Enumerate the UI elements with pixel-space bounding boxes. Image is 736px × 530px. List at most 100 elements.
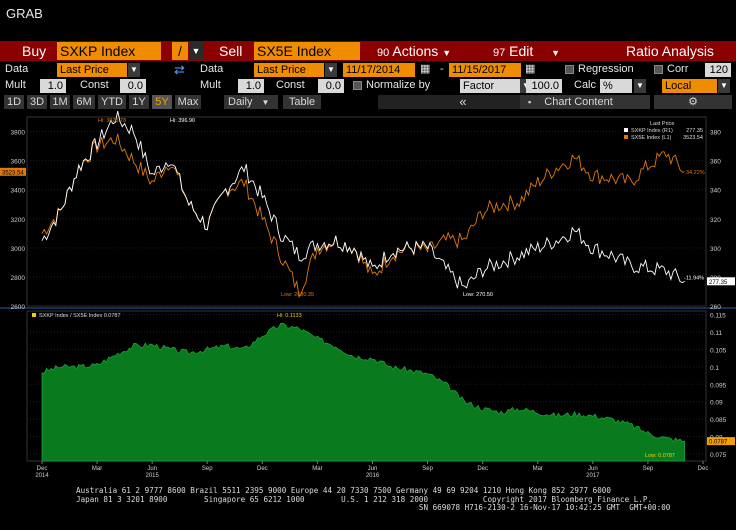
edit-menu[interactable]: 97 Edit ▼ [493,42,560,60]
left-last-value-tag [0,167,26,176]
operator-field[interactable]: / [172,42,188,60]
buy-data-dropdown[interactable]: ▼ [128,63,140,77]
ratio-high-label: Hi: 0.1133 [277,313,302,319]
x-axis-month-label: Mar [92,466,102,472]
right-axis-tick-label: 260 [710,304,721,311]
calc-dropdown[interactable]: ▼ [634,79,646,93]
right-axis-tick-label: 320 [710,217,721,224]
x-axis-year-label: 2014 [35,473,49,479]
chart-content-button[interactable]: ▪ Chart Content [520,95,650,109]
x-axis-month-label: Dec [477,466,488,472]
actions-label: Actions [392,43,439,59]
chart-svg[interactable]: 3800 3600 3400 3200 3000 2800 2600 380 360 340 320… [0,111,736,486]
ratio-axis-tick-label: 0.1 [710,365,719,372]
corr-checkbox[interactable] [654,65,663,74]
buy-ticker-field[interactable]: SXKP Index [57,42,161,60]
ratio-area [41,322,685,462]
footer: Australia 61 2 9777 8600 Brazil 5511 239… [0,486,736,530]
const-label-sell: Const [276,79,305,91]
calc-field[interactable]: % [600,79,632,93]
left-axis-tick-label: 3800 [11,130,26,137]
period-tabs-row: 1D 3D 1M 6M YTD 1Y 5Y Max Daily ▼ Table « ▪ Cha… [0,94,736,110]
left-axis-tick-label: 2800 [11,275,26,282]
gear-icon: ⚙ [688,96,698,108]
mult-label-sell: Mult [200,79,221,91]
ratio-low-label: Low: 0.0787 [645,453,675,459]
nav-back-icon: « [459,94,467,109]
const-label-buy: Const [80,79,109,91]
period-tab-5y[interactable]: 5Y [152,95,172,109]
sell-mult-field[interactable]: 1.0 [238,79,264,93]
right-last-value-tag [707,277,735,286]
data-label-sell: Data [200,63,224,75]
table-button[interactable]: Table [283,95,321,109]
end-calendar-icon[interactable]: ▦ [525,63,536,75]
price-legend-box [620,119,704,141]
nav-back-button[interactable]: « [378,95,548,109]
sx5e-series-line [41,133,685,299]
corr-value-field[interactable]: 120 [705,63,731,77]
data-row: Data Last Price ▼ ⇄ Data Last Price ▼ 11… [0,62,736,78]
buy-mult-field[interactable]: 1.0 [40,79,66,93]
x-axis-month-label: Dec [257,466,268,472]
actions-chevron-icon: ▼ [442,48,452,58]
ratio-last-value-tag [707,437,735,446]
x-axis-year-label: 2016 [366,473,380,479]
x-axis-month-label: Sep [202,466,213,472]
ticker-bar: Buy SXKP Index / ▼ Sell SX5E Index 90 Ac… [0,41,736,61]
sell-label: Sell [219,43,243,59]
right-axis-tick-label: 300 [710,246,721,253]
currency-dropdown[interactable]: ▼ [718,79,730,93]
normalize-checkbox[interactable] [353,81,362,90]
sxkp-change-label: -11.94% [684,275,704,281]
mult-row: Mult 1.0 Const 0.0 Mult 1.0 Const 0.0 No… [0,78,736,94]
period-tab-6m[interactable]: 6M [73,95,95,109]
period-tab-ytd[interactable]: YTD [98,95,126,109]
right-axis-tick-label: 380 [710,130,721,137]
period-tab-1m[interactable]: 1M [50,95,70,109]
end-date-field[interactable]: 11/15/2017 [449,63,521,77]
operator-dropdown[interactable]: ▼ [189,42,203,60]
period-tab-3d[interactable]: 3D [27,95,47,109]
period-tab-max[interactable]: Max [175,95,201,109]
frequency-chevron-icon: ▼ [261,98,270,107]
regression-checkbox[interactable] [565,65,574,74]
footer-line-2: Japan 81 3 3201 8900 Singapore 65 6212 1… [76,494,653,504]
sell-data-dropdown[interactable]: ▼ [325,63,337,77]
mult-label-buy: Mult [5,79,26,91]
frequency-label: Daily [228,96,253,108]
edit-label: Edit [509,43,534,59]
ratio-axis-tick-label: 0.075 [710,452,727,459]
sx5e-low-label: Low: 2680.35 [281,292,314,298]
x-axis-month-label: Sep [422,466,433,472]
buy-const-field[interactable]: 0.0 [120,79,146,93]
swap-icon[interactable]: ⇄ [174,62,185,77]
edit-number: 97 [493,47,506,59]
right-last-value-text: 277.35 [709,280,728,286]
chart-area[interactable]: 3800 3600 3400 3200 3000 2800 2600 380 360 340 320… [0,111,736,486]
currency-field[interactable]: Local [662,79,717,93]
sell-const-field[interactable]: 0.0 [318,79,344,93]
actions-menu[interactable]: 90 Actions ▼ [377,42,451,60]
chart-content-label: Chart Content [544,96,613,108]
ratio-legend-label: SXKP Index / SX5E Index 0.0787 [39,313,121,319]
start-date-field[interactable]: 11/17/2014 [343,63,415,77]
period-tab-1y[interactable]: 1Y [129,95,149,109]
start-calendar-icon[interactable]: ▦ [420,63,431,75]
x-axis-month-label: Sep [643,466,654,472]
sell-ticker-field[interactable]: SX5E Index [254,42,360,60]
period-tab-1d[interactable]: 1D [4,95,24,109]
sxkp-legend-name: SXKP Index (R1) [631,128,673,134]
buy-data-field[interactable]: Last Price [57,63,127,77]
sx5e-high-label: Hi: 3828.78 [98,118,126,124]
chart-content-icon: ▪ [528,97,532,107]
normalize-label: Normalize by [366,79,431,91]
normalize-mode-field[interactable]: Factor [460,79,520,93]
price-legend-title: Last Price [650,121,674,127]
chart-settings-button[interactable]: ⚙ [654,95,732,109]
sell-data-field[interactable]: Last Price [254,63,324,77]
factor-field[interactable]: 100.0 [526,79,562,93]
corr-label: Corr [667,63,689,75]
date-separator: - [440,63,444,75]
frequency-dropdown[interactable]: Daily ▼ [224,95,278,109]
